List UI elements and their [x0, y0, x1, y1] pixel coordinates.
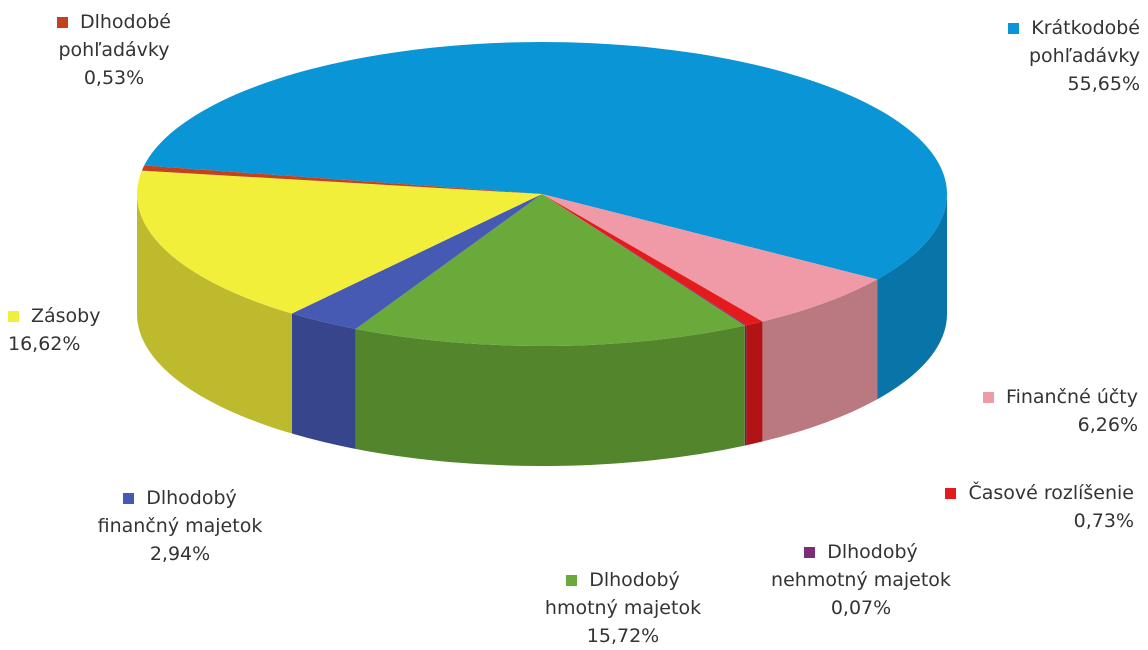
data-label-value: 0,07%	[830, 597, 892, 619]
data-label-text: Dlhodobý	[589, 569, 680, 591]
data-label-line: hmotný majetok	[504, 594, 742, 622]
data-label-line: Dlhodobý	[742, 538, 980, 566]
data-label-text: finančný majetok	[97, 515, 263, 537]
legend-swatch	[804, 547, 816, 558]
legend-swatch	[8, 311, 19, 322]
data-label-financne-ucty: Finančné účty 6,26%	[938, 383, 1138, 439]
data-label-text: pohľadávky	[58, 39, 170, 61]
data-label-line: 0,73%	[878, 507, 1134, 535]
data-label-line: 2,94%	[50, 540, 310, 568]
pie-slice-casove-rozlisenie	[542, 194, 763, 326]
pie-slice-dlhodoby-financny-majetok	[291, 194, 542, 329]
data-label-text: Zásoby	[31, 305, 101, 327]
data-label-line: finančný majetok	[50, 512, 310, 540]
data-label-dlhodobe-pohladavky: Dlhodobé pohľadávky 0,53%	[14, 8, 214, 92]
data-label-dlhodoby-financny-majetok: Dlhodobý finančný majetok 2,94%	[50, 484, 310, 568]
data-label-line: Dlhodobé	[14, 8, 214, 36]
pie-slice-dlhodobe-pohladavky	[141, 165, 542, 194]
data-label-text: Dlhodobý	[827, 541, 918, 563]
legend-swatch	[56, 17, 68, 28]
data-label-line: 16,62%	[8, 330, 178, 358]
data-label-line: Dlhodobý	[504, 566, 742, 594]
data-label-line: 0,53%	[14, 64, 214, 92]
data-label-value: 0,53%	[83, 67, 145, 89]
data-label-zasoby: Zásoby 16,62%	[8, 302, 178, 358]
pie-slice-financne-ucty	[542, 194, 878, 322]
pie-side-kratkodobe-pohladavky	[877, 194, 947, 400]
data-label-value: 0,73%	[1073, 510, 1134, 532]
data-label-text: pohľadávky	[1028, 45, 1140, 67]
data-label-kratkodobe-pohladavky: Krátkodobé pohľadávky 55,65%	[1000, 14, 1140, 98]
legend-swatch	[123, 493, 135, 504]
data-label-casove-rozlisenie: Časové rozlíšenie 0,73%	[878, 479, 1134, 535]
pie-slice-zasoby	[136, 170, 542, 314]
data-label-line: nehmotný majetok	[742, 566, 980, 594]
data-label-line: Finančné účty	[938, 383, 1138, 411]
data-label-line: pohľadávky	[1000, 42, 1140, 70]
data-label-line: 6,26%	[938, 411, 1138, 439]
pie-side-casove-rozlisenie	[746, 321, 763, 446]
data-label-text: nehmotný majetok	[771, 569, 951, 591]
data-label-line: 15,72%	[504, 622, 742, 650]
data-label-dlhodoby-nehmotny-majetok: Dlhodobý nehmotný majetok 0,07%	[742, 538, 980, 622]
data-label-line: pohľadávky	[14, 36, 214, 64]
pie-side-financne-ucty	[762, 279, 878, 442]
legend-swatch	[983, 392, 995, 403]
data-label-value: 15,72%	[586, 625, 660, 647]
pie-slices	[136, 42, 948, 347]
data-label-text: Časové rozlíšenie	[968, 482, 1134, 504]
data-label-value: 6,26%	[1077, 414, 1138, 436]
data-label-text: Finančné účty	[1006, 386, 1138, 408]
pie-side-zasoby	[137, 194, 292, 434]
data-label-text: Krátkodobé	[1031, 17, 1140, 39]
legend-swatch	[945, 488, 957, 499]
data-label-value: 55,65%	[1067, 73, 1140, 95]
data-label-value: 16,62%	[8, 333, 81, 355]
data-label-text: Dlhodobý	[146, 487, 237, 509]
data-label-line: Krátkodobé	[1000, 14, 1140, 42]
pie-side-dlhodoby-hmotny-majetok	[355, 325, 745, 466]
data-label-line: Časové rozlíšenie	[878, 479, 1134, 507]
data-label-text: Dlhodobé	[79, 11, 171, 33]
data-label-value: 2,94%	[149, 543, 211, 565]
legend-swatch	[566, 575, 578, 586]
data-label-line: Zásoby	[8, 302, 178, 330]
pie-side-dlhodoby-nehmotny-majetok	[744, 325, 747, 446]
pie-slice-dlhodoby-hmotny-majetok	[355, 194, 745, 347]
data-label-text: hmotný majetok	[544, 597, 702, 619]
data-label-dlhodoby-hmotny-majetok: Dlhodobý hmotný majetok 15,72%	[504, 566, 742, 650]
legend-swatch	[1008, 23, 1020, 34]
pie-slice-kratkodobe-pohladavky	[144, 42, 948, 280]
data-label-line: Dlhodobý	[50, 484, 310, 512]
pie-slice-dlhodoby-nehmotny-majetok	[542, 194, 747, 326]
pie-side-walls	[137, 194, 947, 466]
data-label-line: 55,65%	[1000, 70, 1140, 98]
pie-side-dlhodoby-financny-majetok	[291, 313, 356, 449]
data-label-line: 0,07%	[742, 594, 980, 622]
